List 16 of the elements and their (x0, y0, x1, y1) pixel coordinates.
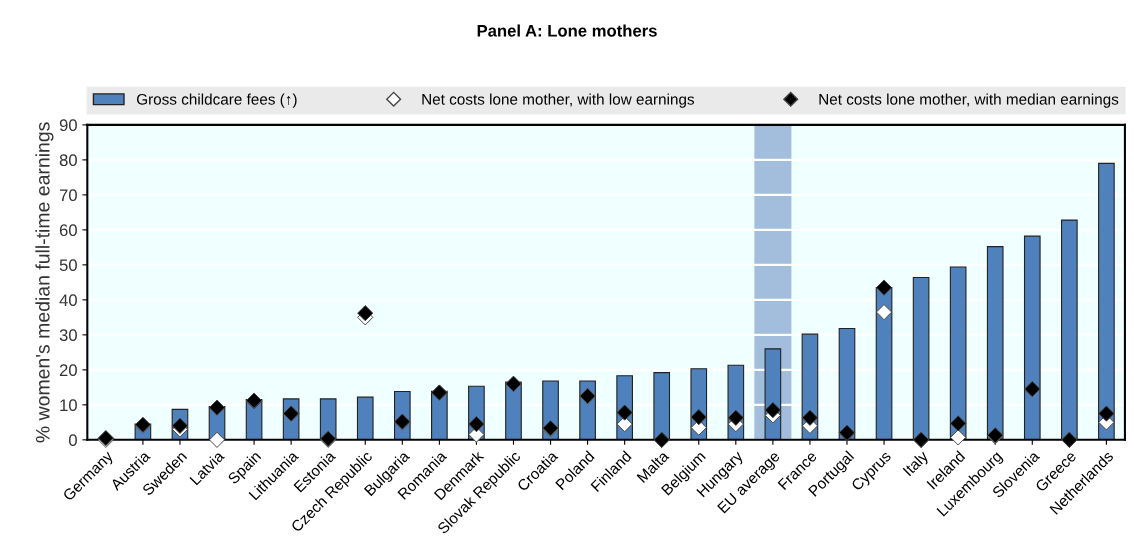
y-axis-title: % women's median full-time earnings (35, 122, 54, 443)
y-tick-label: 50 (59, 259, 77, 272)
y-tick-label: 20 (59, 364, 77, 377)
y-tick-label: 80 (59, 154, 77, 167)
x-tick-label: Italy (902, 449, 932, 479)
legend-label: Net costs lone mother, with median earnings (819, 93, 1119, 108)
legend-label: Gross childcare fees (↑) (136, 93, 297, 108)
chart-title: Panel A: Lone mothers (477, 24, 657, 37)
y-tick-label: 0 (68, 434, 77, 447)
y-tick-label: 60 (59, 224, 77, 237)
y-tick-label: 10 (60, 399, 77, 412)
y-tick-label: 40 (59, 294, 77, 307)
y-tick-label: 70 (59, 189, 77, 202)
legend-label: Net costs lone mother, with low earnings (422, 93, 695, 108)
y-tick-label: 90 (59, 119, 77, 132)
y-tick-label: 30 (59, 329, 77, 342)
